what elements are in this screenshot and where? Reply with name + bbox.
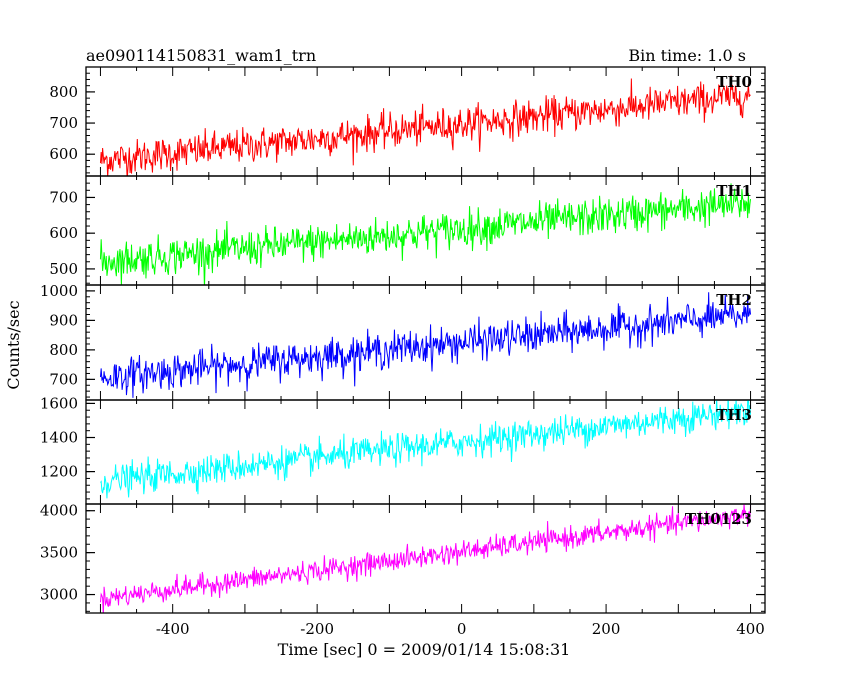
panel-th3: 1200 1400 1600 TH3: [40, 394, 766, 505]
panel-label-th0123: TH0123: [685, 510, 752, 528]
y-tick-label: 700: [49, 188, 78, 206]
y-tick-label: 500: [49, 260, 78, 278]
x-axis: -400 -200 0 200 400: [156, 620, 765, 638]
y-tick-label: 1600: [40, 394, 78, 412]
panel-frame: [85, 284, 766, 401]
x-tick-label: -400: [156, 620, 190, 638]
series-line-th3: [100, 400, 752, 499]
y-tick-label: 600: [49, 145, 78, 163]
y-tick-label: 800: [49, 83, 78, 101]
x-tick-label: -200: [300, 620, 334, 638]
panel-th0123: 3000 3500 4000 TH0123: [40, 502, 766, 614]
panel-label-th1: TH1: [716, 182, 752, 200]
y-tick-label: 1400: [40, 429, 78, 447]
y-tick-label: 1000: [40, 282, 78, 300]
y-tick-label: 700: [49, 370, 78, 388]
y-tick-label: 900: [49, 311, 78, 329]
panel-th2: 700 800 900 1000 TH2: [40, 282, 766, 401]
x-tick-label: 200: [592, 620, 621, 638]
x-tick-label: 0: [457, 620, 467, 638]
y-tick-label: 600: [49, 224, 78, 242]
panel-th0: 600 700 800 TH0: [49, 66, 766, 177]
y-tick-label: 800: [49, 341, 78, 359]
x-axis-label: Time [sec] 0 = 2009/01/14 15:08:31: [278, 640, 571, 659]
panels: 600 700 800 TH0 500 600 700 TH1 700 800 900 1000 TH2…: [40, 66, 766, 614]
y-tick-label: 1200: [40, 463, 78, 481]
y-tick-label: 3500: [40, 544, 78, 562]
panel-label-th0: TH0: [716, 73, 752, 91]
panel-frame: [85, 66, 766, 177]
bin-time-label: Bin time: 1.0 s: [628, 46, 746, 65]
y-tick-label: 700: [49, 114, 78, 132]
panel-label-th2: TH2: [716, 291, 752, 309]
chart-title: ae090114150831_wam1_trn: [86, 46, 316, 65]
series-line-th0: [99, 75, 751, 176]
y-tick-label: 3000: [40, 586, 78, 604]
y-tick-label: 4000: [40, 502, 78, 520]
y-axis-label: Counts/sec: [4, 300, 23, 389]
panel-th1: 500 600 700 TH1: [49, 175, 766, 286]
series-line-th2: [99, 292, 752, 398]
panel-label-th3: TH3: [716, 406, 752, 424]
series-line-th0123: [99, 504, 752, 613]
series-line-th1: [99, 183, 752, 285]
x-tick-label: 400: [736, 620, 765, 638]
